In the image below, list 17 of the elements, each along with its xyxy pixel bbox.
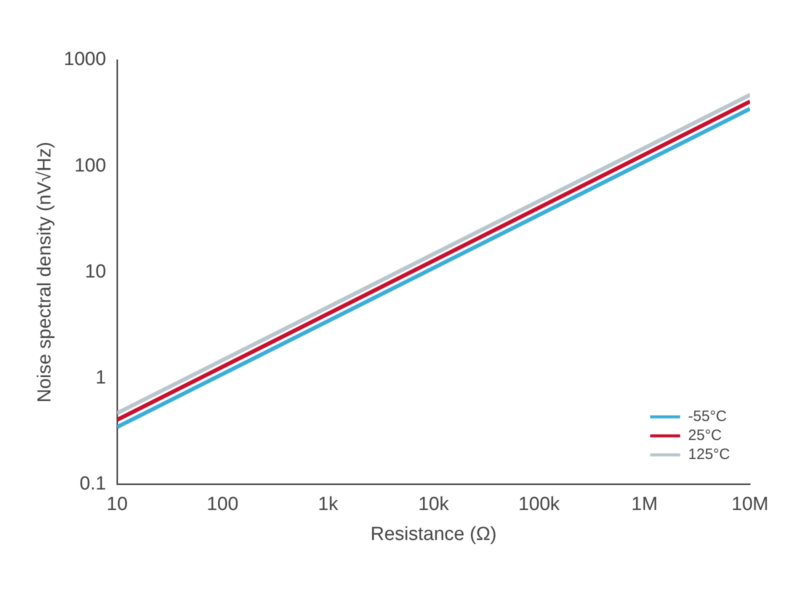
x-tick-label: 10k <box>418 494 450 516</box>
legend-label: 125°C <box>688 446 730 464</box>
legend-label: -55°C <box>688 408 727 426</box>
x-tick-label: 100k <box>518 494 560 516</box>
x-tick-label: 1M <box>631 494 658 516</box>
x-tick-label: 10M <box>732 494 768 516</box>
y-tick-label: 10 <box>84 261 106 282</box>
y-tick-label: 1000 <box>64 49 106 70</box>
x-axis-title: Resistance (Ω) <box>370 524 497 545</box>
x-tick-label: 10 <box>106 494 128 516</box>
y-tick-label: 0.1 <box>80 474 106 495</box>
y-tick-label: 100 <box>74 155 106 176</box>
y-tick-label: 1 <box>95 368 106 389</box>
legend-label: 25°C <box>688 427 722 444</box>
x-tick-label: 100 <box>206 494 238 516</box>
x-tick-label: 1k <box>318 494 339 516</box>
y-axis-title: Noise spectral density (nV√Hz) <box>34 142 56 403</box>
